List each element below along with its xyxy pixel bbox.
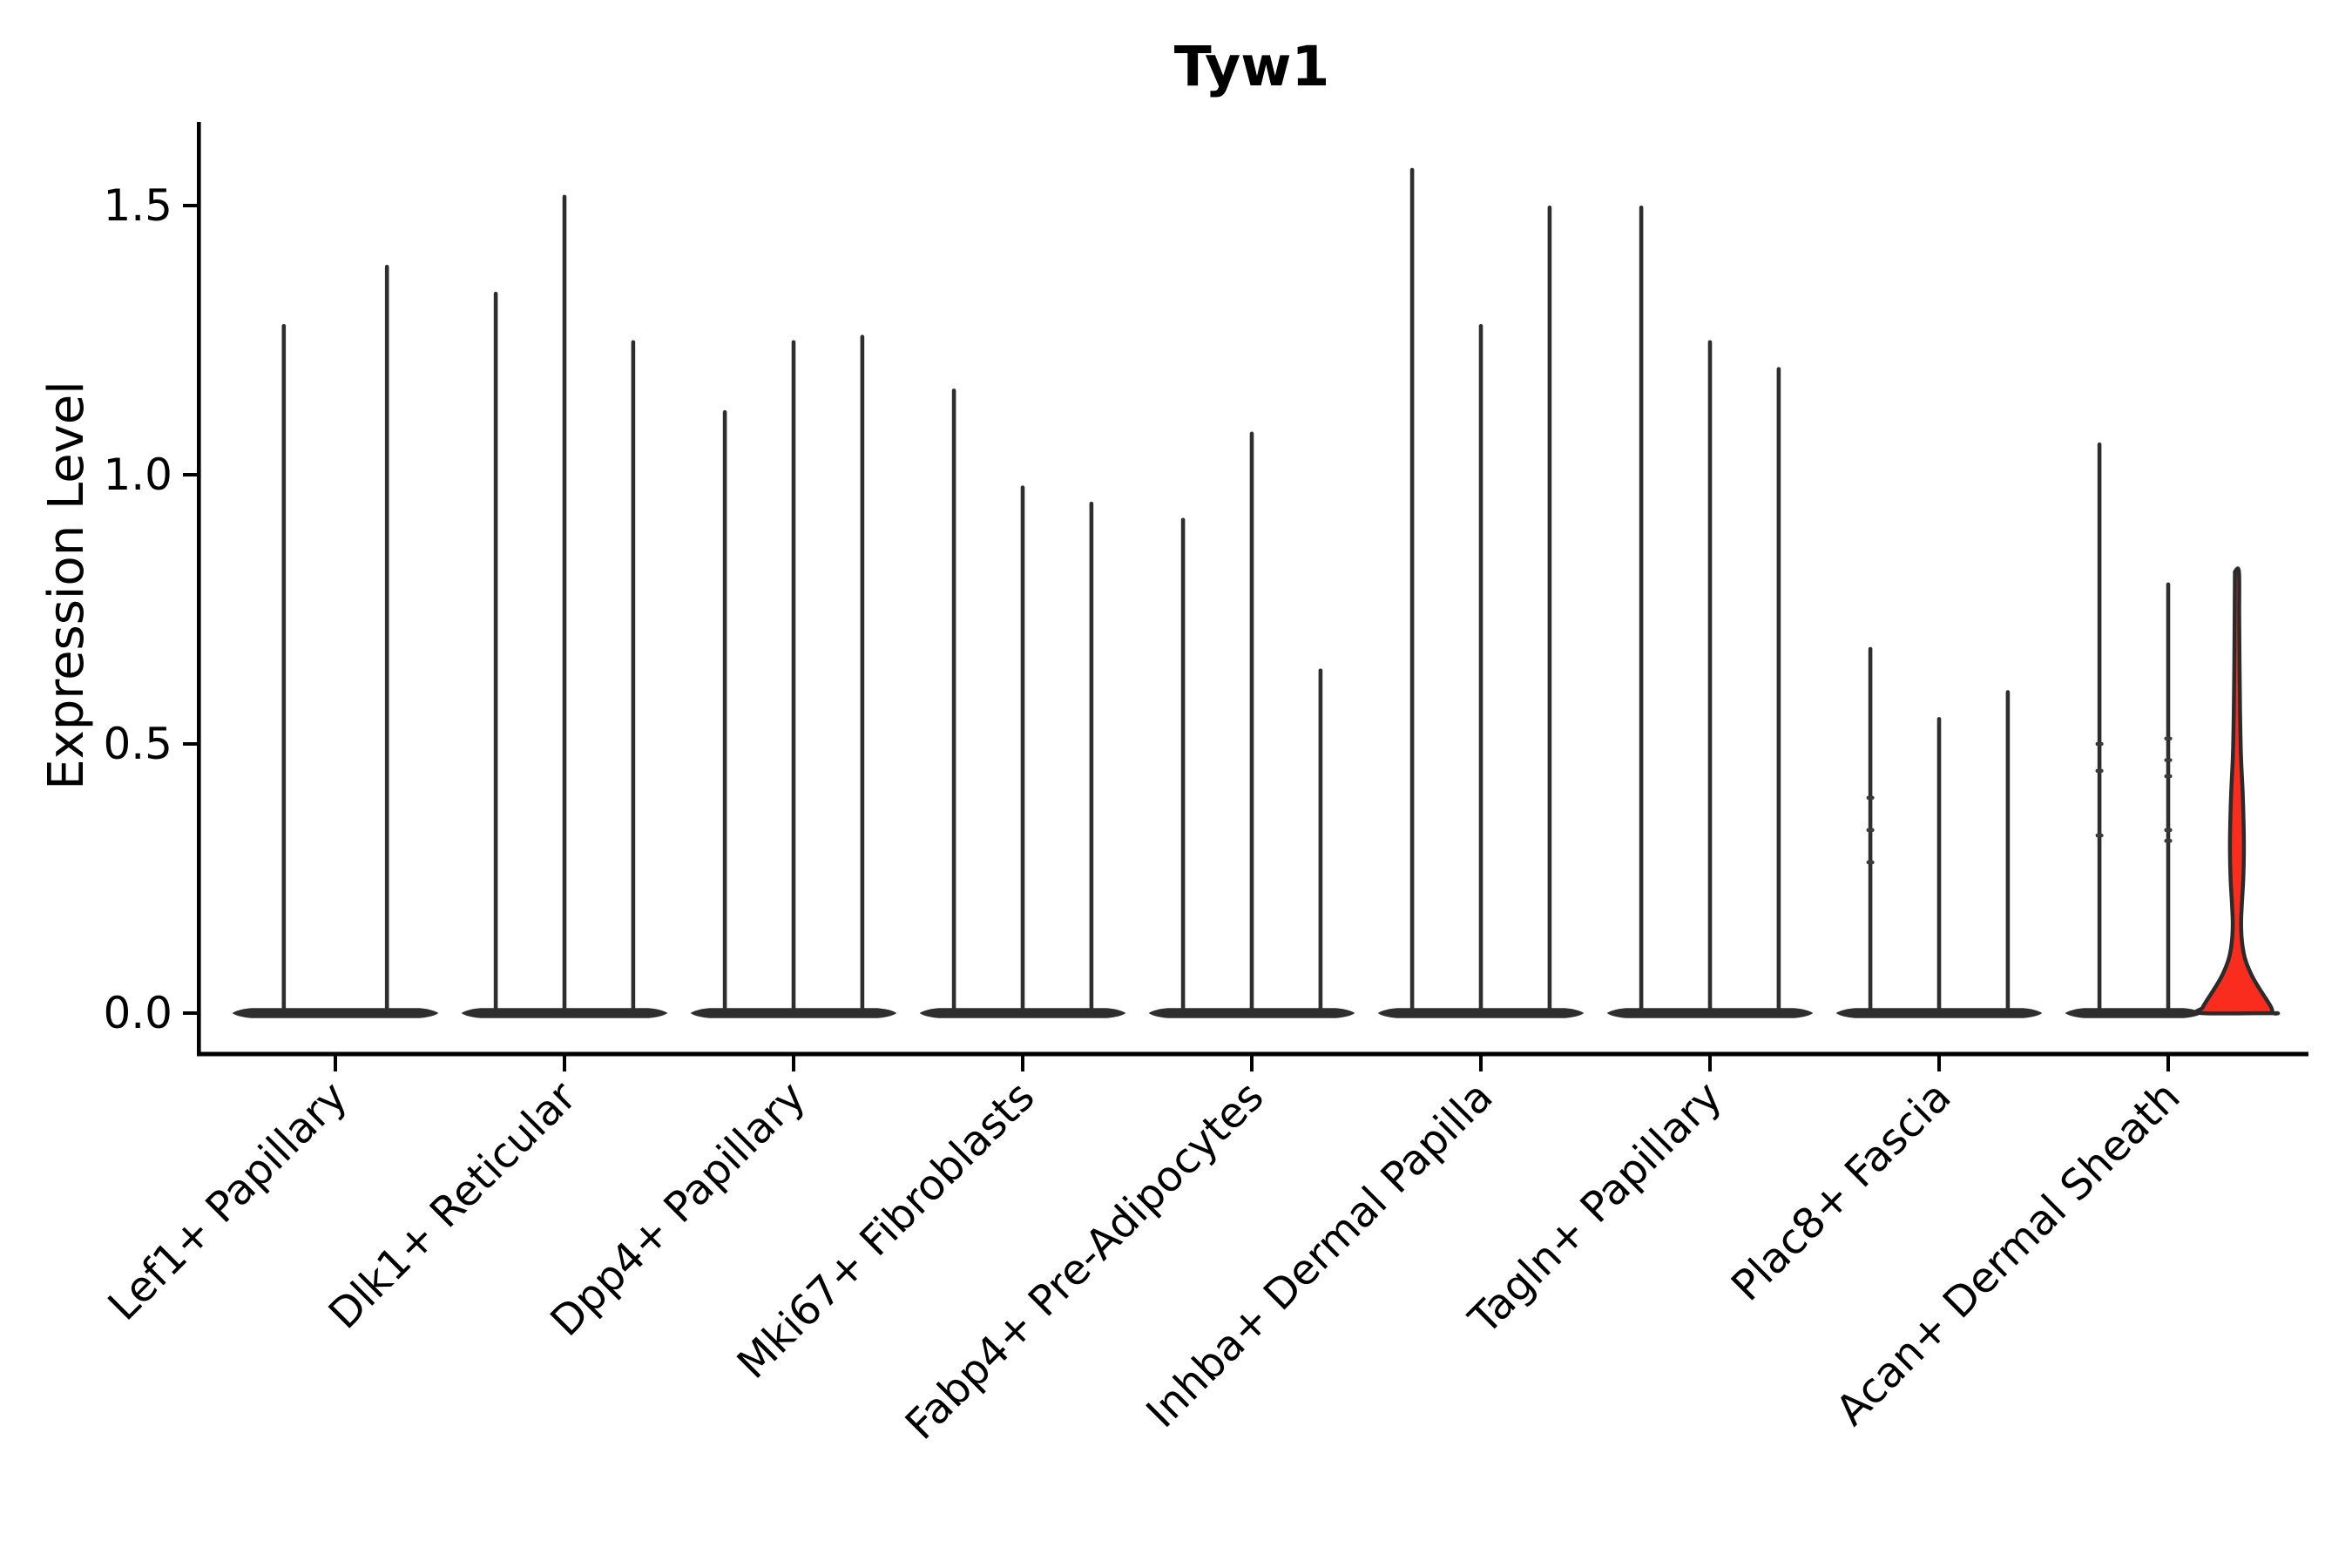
- violin-spike: [1318, 668, 1323, 1016]
- x-axis-tick: [563, 1056, 566, 1071]
- jitter-dot: [2164, 758, 2173, 762]
- violin-spike: [1707, 340, 1713, 1016]
- violin-spike: [384, 264, 389, 1017]
- x-axis-tick: [1708, 1056, 1712, 1071]
- y-axis-label: Expression Level: [38, 381, 95, 790]
- jitter-dot: [1866, 828, 1875, 832]
- highlight-violin: [2193, 566, 2281, 1016]
- y-tick-label: 1.5: [103, 180, 172, 231]
- violin-spike: [1089, 501, 1094, 1016]
- x-axis-tick: [334, 1056, 337, 1071]
- y-tick-label: 0.0: [103, 988, 172, 1038]
- violin-spike: [1249, 431, 1254, 1016]
- violin-base: [2065, 1008, 2203, 1018]
- jitter-dot: [2164, 839, 2173, 843]
- y-axis-tick: [183, 1011, 197, 1015]
- violin-spike: [1776, 367, 1781, 1016]
- y-tick-label: 1.0: [103, 449, 172, 500]
- jitter-dot: [1866, 860, 1875, 865]
- jitter-dot: [2095, 833, 2104, 838]
- y-axis-spine: [197, 122, 201, 1057]
- violin-spike: [951, 389, 956, 1016]
- x-axis-tick: [2166, 1056, 2170, 1071]
- violin-spike: [1409, 167, 1415, 1017]
- chart-title: Tyw1: [1174, 35, 1330, 98]
- x-category-label: Dpp4+ Papillary: [541, 1072, 814, 1346]
- violin-spike: [562, 194, 567, 1016]
- y-axis-tick: [183, 742, 197, 746]
- x-category-label: Dlk1+ Reticular: [320, 1072, 586, 1339]
- violin-spike: [281, 323, 287, 1017]
- jitter-dot: [2164, 828, 2173, 832]
- x-axis-tick: [1479, 1056, 1483, 1071]
- violin-spike: [1936, 717, 1942, 1016]
- jitter-dot: [2095, 741, 2104, 747]
- violin-spike: [1639, 206, 1644, 1016]
- violin-spike: [791, 340, 796, 1016]
- violin-spike: [2166, 582, 2171, 1016]
- violin-spike: [1478, 323, 1484, 1017]
- violin-spike: [2097, 442, 2102, 1016]
- violin-spike: [1180, 517, 1186, 1016]
- x-axis-spine: [197, 1051, 2308, 1057]
- y-tick-label: 0.5: [103, 719, 172, 769]
- violin-spike: [493, 291, 498, 1016]
- x-axis-tick: [792, 1056, 795, 1071]
- y-axis-tick: [183, 204, 197, 207]
- jitter-dot: [2164, 774, 2173, 779]
- x-category-label: Lef1+ Papillary: [99, 1072, 357, 1330]
- violin-spike: [631, 340, 636, 1016]
- x-axis-tick: [1021, 1056, 1024, 1071]
- violin-spike: [860, 335, 865, 1016]
- x-category-label: Tagln+ Papillary: [1459, 1072, 1731, 1344]
- violin-spike: [1547, 206, 1552, 1016]
- violin-base: [232, 1008, 439, 1018]
- violin-spike: [722, 409, 727, 1017]
- x-category-label: Plac8+ Fascia: [1722, 1072, 1961, 1311]
- x-axis-tick: [1937, 1056, 1941, 1071]
- violin-spike: [2005, 690, 2011, 1016]
- jitter-dot: [1866, 795, 1875, 800]
- x-axis-tick: [1250, 1056, 1254, 1071]
- jitter-dot: [2164, 736, 2173, 740]
- jitter-dot: [2095, 768, 2104, 773]
- y-axis-tick: [183, 473, 197, 476]
- violin-spike: [1020, 485, 1025, 1016]
